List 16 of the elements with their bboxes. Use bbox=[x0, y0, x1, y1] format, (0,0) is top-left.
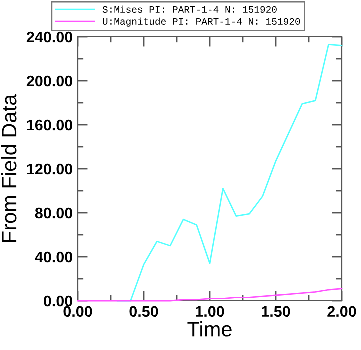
legend-label: S:Mises PI: PART-1-4 N: 151920 bbox=[102, 6, 277, 14]
legend-label: U:Magnitude PI: PART-1-4 N: 151920 bbox=[103, 18, 300, 27]
y-tick-label: 40.00 bbox=[35, 252, 73, 263]
y-tick-label: 160.00 bbox=[27, 120, 73, 131]
x-axis-title: Time bbox=[188, 321, 232, 337]
x-tick-label: 0.50 bbox=[130, 306, 158, 318]
x-tick-label: 2.00 bbox=[328, 306, 356, 318]
y-tick-label: 0.00 bbox=[44, 296, 73, 307]
x-tick-label: 1.00 bbox=[196, 306, 224, 318]
x-tick-label: 1.50 bbox=[262, 306, 290, 318]
y-tick-label: 200.00 bbox=[26, 76, 73, 87]
x-tick-label: 0.00 bbox=[64, 306, 92, 318]
y-tick-label: 120.00 bbox=[27, 164, 73, 175]
y-axis-title: From Field Data bbox=[1, 94, 17, 242]
y-tick-label: 80.00 bbox=[35, 208, 73, 219]
y-tick-label: 240.00 bbox=[26, 32, 73, 43]
